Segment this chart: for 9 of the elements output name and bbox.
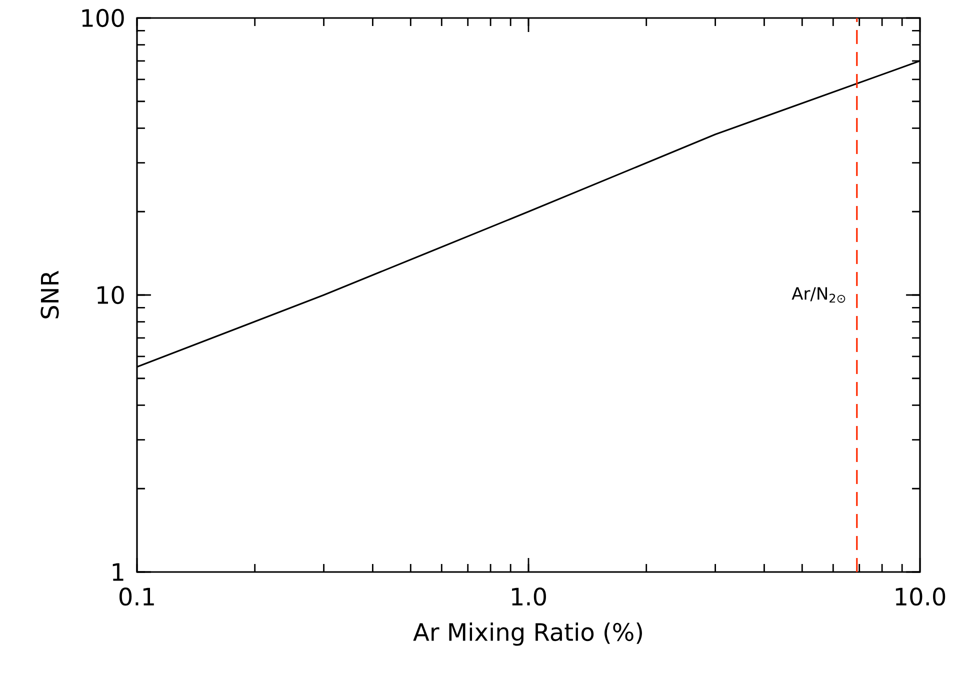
x-tick-label: 10.0 xyxy=(896,588,946,606)
x-tick-label: 1.0 xyxy=(512,588,546,606)
y-tick-label: 100 xyxy=(82,8,124,28)
x-tick-label: 0.1 xyxy=(119,588,154,606)
y-axis-title: SNR xyxy=(40,270,59,318)
y-tick-label: 1 xyxy=(112,563,124,581)
x-axis-title: Ar Mixing Ratio (%) xyxy=(413,622,642,646)
ref-line-label: Ar/N$_{2⊙}$ xyxy=(792,287,846,303)
y-tick-label: 10 xyxy=(98,286,124,304)
